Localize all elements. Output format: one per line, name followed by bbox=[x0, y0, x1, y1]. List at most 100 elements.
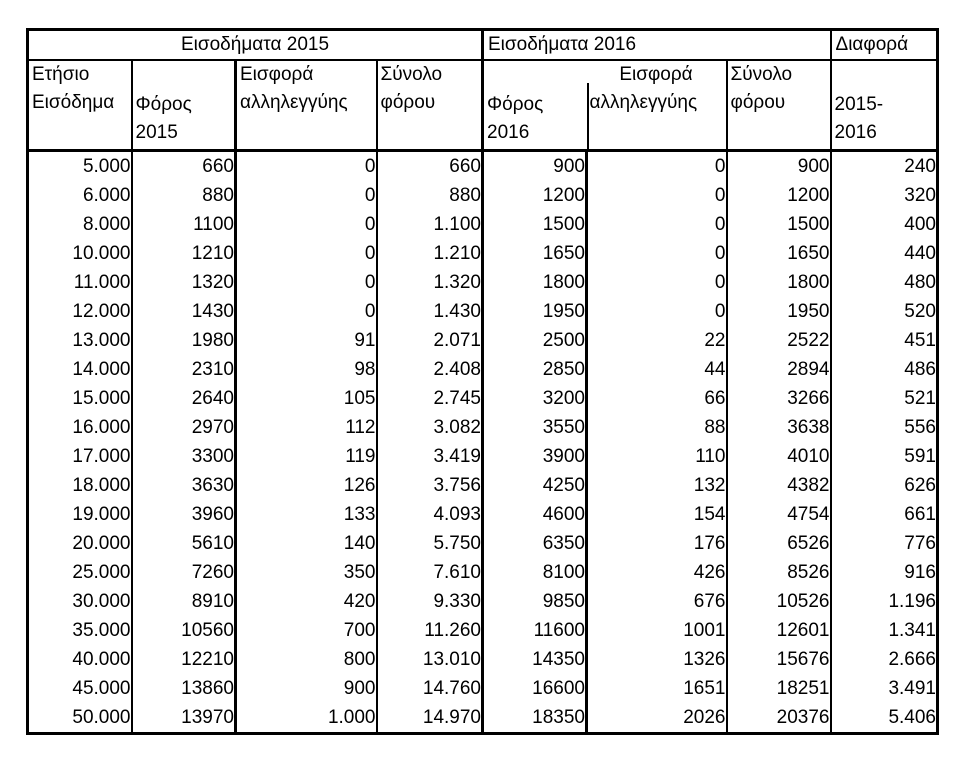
table-row: 10.000 1210 0 1.210 1650 0 1650 440 bbox=[28, 239, 938, 268]
table-cell: 1500 bbox=[725, 210, 831, 239]
table-cell: 661 bbox=[829, 500, 938, 529]
header-line: 2016 bbox=[487, 122, 530, 143]
table-cell: 3266 bbox=[725, 384, 831, 413]
table-row: 11.000 1320 0 1.320 1800 0 1800 480 bbox=[28, 268, 938, 297]
table-cell: 3.491 bbox=[829, 674, 938, 703]
table-cell: 126 bbox=[234, 471, 377, 500]
header-line: φόρου bbox=[730, 92, 786, 113]
table-row: 18.000 3630 126 3.756 4250 132 4382 626 bbox=[28, 471, 938, 500]
table-cell: 1200 bbox=[725, 181, 831, 210]
table-cell: 8526 bbox=[725, 558, 831, 587]
header-line: Φόρος bbox=[487, 94, 544, 115]
table-cell: 240 bbox=[829, 150, 938, 181]
table-cell: 3200 bbox=[481, 384, 587, 413]
table-cell: 0 bbox=[234, 239, 377, 268]
table-cell: 521 bbox=[829, 384, 938, 413]
table-cell: 176 bbox=[585, 529, 727, 558]
table-cell: 40.000 bbox=[72, 648, 131, 670]
table-row: 19.000 3960 133 4.093 4600 154 4754 661 bbox=[28, 500, 938, 529]
header-line: 2015- bbox=[834, 94, 884, 115]
table-cell: 9.330 bbox=[375, 587, 483, 616]
table-cell: 660 bbox=[375, 150, 483, 181]
table-row: 15.000 2640 105 2.745 3200 66 3266 521 bbox=[28, 384, 938, 413]
table-cell: 2500 bbox=[481, 326, 587, 355]
table-cell: 440 bbox=[829, 239, 938, 268]
table-cell: 16600 bbox=[481, 674, 587, 703]
table-cell: 4.093 bbox=[375, 500, 483, 529]
table-cell: 0 bbox=[585, 181, 727, 210]
table-cell: 88 bbox=[585, 413, 727, 442]
table-cell: 626 bbox=[829, 471, 938, 500]
table-row: 20.000 5610 140 5.750 6350 176 6526 776 bbox=[28, 529, 938, 558]
table-cell: 0 bbox=[234, 181, 377, 210]
table-row: 12.000 1430 0 1.430 1950 0 1950 520 bbox=[28, 297, 938, 326]
table-cell: 66 bbox=[585, 384, 727, 413]
table-cell: 2894 bbox=[725, 355, 831, 384]
table-cell: 13.010 bbox=[375, 645, 483, 674]
table-cell: 13970 bbox=[130, 703, 236, 734]
table-cell: 3.756 bbox=[375, 471, 483, 500]
table-cell: 14.760 bbox=[375, 674, 483, 703]
table-cell: 20.000 bbox=[72, 532, 131, 554]
table-cell: 676 bbox=[585, 587, 727, 616]
table-cell: 10.000 bbox=[72, 242, 131, 264]
header-line: Φόρος bbox=[135, 94, 192, 115]
table-cell: 1650 bbox=[481, 239, 587, 268]
table-cell: 8100 bbox=[481, 558, 587, 587]
table-cell: 5.750 bbox=[375, 529, 483, 558]
header-line: Σύνολο bbox=[380, 64, 443, 85]
table-cell: 4382 bbox=[725, 471, 831, 500]
table-cell: 15676 bbox=[725, 645, 831, 674]
column-header-solidarity-2016: Εισφορά αλληλεγγύης bbox=[586, 60, 727, 152]
table-cell: 2522 bbox=[725, 326, 831, 355]
table-row: 50.000 13970 1.000 14.970 18350 2026 20376 5.40… bbox=[28, 703, 938, 734]
table-cell: 486 bbox=[829, 355, 938, 384]
table-cell: 12210 bbox=[130, 645, 236, 674]
table-cell: 320 bbox=[829, 181, 938, 210]
table-cell: 900 bbox=[234, 674, 377, 703]
table-cell: 25.000 bbox=[72, 561, 131, 583]
table-cell: 12.000 bbox=[72, 300, 131, 322]
table-cell: 14.970 bbox=[375, 703, 483, 734]
table-cell: 35.000 bbox=[72, 619, 131, 641]
table-row: 6.000 880 0 880 1200 0 1200 320 bbox=[28, 181, 938, 210]
table-cell: 105 bbox=[234, 384, 377, 413]
table-row: 25.000 7260 350 7.610 8100 426 8526 916 bbox=[28, 558, 938, 587]
table-cell: 3630 bbox=[130, 471, 236, 500]
column-header-row: Ετήσιο Εισόδημα Φόρος 2015 Εισφορά αλληλ… bbox=[27, 60, 938, 152]
header-line: 2016 bbox=[834, 122, 877, 143]
table-cell: 0 bbox=[585, 239, 727, 268]
table-cell: 0 bbox=[234, 150, 377, 181]
table-cell: 1950 bbox=[481, 297, 587, 326]
table-row: 13.000 1980 91 2.071 2500 22 2522 451 bbox=[28, 326, 938, 355]
table-cell: 3.082 bbox=[375, 413, 483, 442]
table-cell: 0 bbox=[585, 268, 727, 297]
table-cell: 3900 bbox=[481, 442, 587, 471]
table-cell: 2850 bbox=[481, 355, 587, 384]
table-cell: 2.745 bbox=[375, 384, 483, 413]
table-cell: 1800 bbox=[725, 268, 831, 297]
table-cell: 1650 bbox=[725, 239, 831, 268]
table-cell: 5.406 bbox=[829, 703, 938, 734]
table-cell: 4010 bbox=[725, 442, 831, 471]
header-line: Σύνολο bbox=[730, 64, 793, 85]
table-cell: 15.000 bbox=[72, 387, 131, 409]
header-line: 2015 bbox=[135, 122, 178, 143]
table-cell: 880 bbox=[130, 181, 236, 210]
table-cell: 2310 bbox=[130, 355, 236, 384]
table-cell: 4600 bbox=[481, 500, 587, 529]
table-cell: 1.430 bbox=[375, 297, 483, 326]
table-row: 30.000 8910 420 9.330 9850 676 10526 1.196 bbox=[28, 587, 938, 616]
table-cell: 132 bbox=[585, 471, 727, 500]
table-cell: 119 bbox=[234, 442, 377, 471]
table-cell: 0 bbox=[585, 210, 727, 239]
table-cell: 19.000 bbox=[72, 503, 131, 525]
table-cell: 1980 bbox=[130, 326, 236, 355]
table-cell: 4250 bbox=[481, 471, 587, 500]
table-cell: 14350 bbox=[481, 645, 587, 674]
header-line: φόρου bbox=[380, 92, 436, 113]
table-cell: 1430 bbox=[130, 297, 236, 326]
table-cell: 2640 bbox=[130, 384, 236, 413]
table-cell: 140 bbox=[234, 529, 377, 558]
table-cell: 11600 bbox=[481, 616, 587, 645]
